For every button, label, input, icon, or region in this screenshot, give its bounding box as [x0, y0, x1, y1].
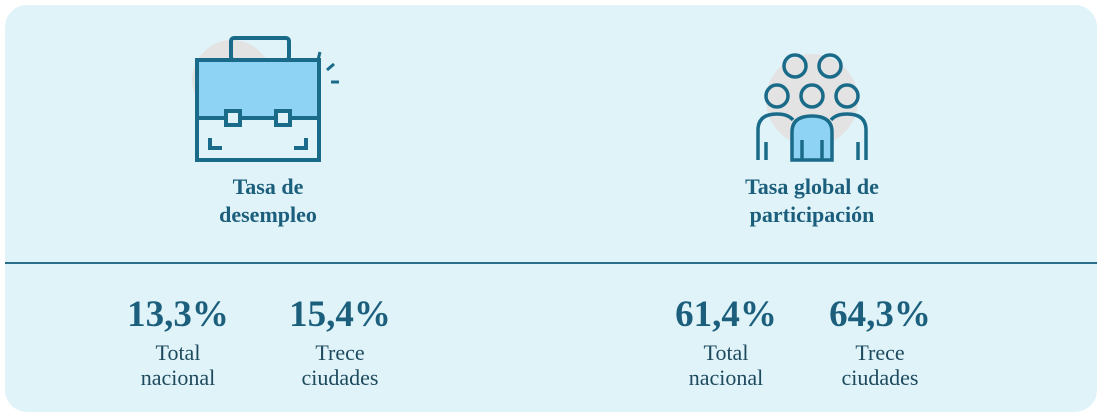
panel-title: Tasa global de — [745, 174, 879, 199]
people-icon — [756, 53, 868, 162]
stat-label: ciudades — [841, 365, 919, 390]
card — [5, 5, 1097, 412]
stat-label: Trece — [315, 340, 365, 365]
stat-label: Trece — [855, 340, 905, 365]
stat-value: 15,4% — [289, 294, 391, 335]
panel-title: participación — [749, 202, 875, 227]
briefcase-icon — [192, 36, 339, 162]
stat-value: 61,4% — [675, 294, 777, 335]
panel-title: desempleo — [219, 202, 317, 227]
stat-value: 13,3% — [127, 294, 229, 335]
stat-label: Total — [703, 340, 749, 365]
stat-label: ciudades — [301, 365, 379, 390]
stat-label: nacional — [140, 365, 216, 390]
panel-title: Tasa de — [232, 174, 304, 199]
divider — [5, 262, 1097, 264]
stat-value: 64,3% — [829, 294, 931, 335]
stat-label: nacional — [688, 365, 764, 390]
stat-label: Total — [155, 340, 201, 365]
